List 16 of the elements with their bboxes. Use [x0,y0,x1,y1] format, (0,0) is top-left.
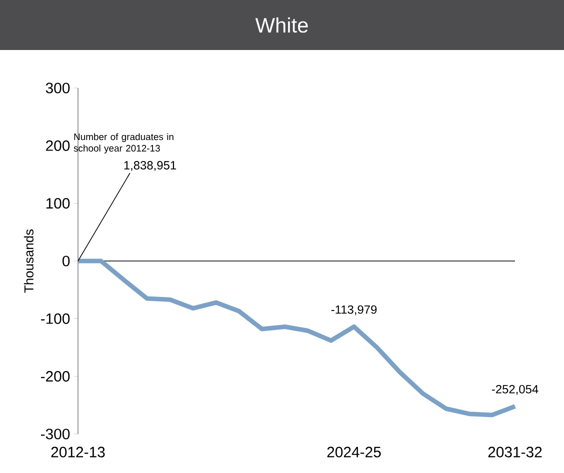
x-tick-label: 2012-13 [51,446,105,458]
chart-title: White [255,17,308,33]
y-tick-label: -100 [40,313,70,324]
y-tick-label: 100 [46,198,70,209]
y-tick-label: -300 [40,428,70,440]
y-tick-label: 200 [46,140,70,151]
y-tick-label: 300 [46,82,70,94]
x-tick-label: 2031-32 [488,446,542,458]
y-tick-label: 0 [62,256,70,266]
annotation: Number of graduates in school year 2012-13 [74,133,174,154]
y-tick-label: -200 [40,371,70,382]
annotation: 1,838,951 [124,161,176,171]
x-tick-label: 2024-25 [327,446,381,458]
annotation: -113,979 [331,305,377,316]
annotation: -252,054 [492,384,538,395]
y-axis-title: Thousands [24,229,34,293]
